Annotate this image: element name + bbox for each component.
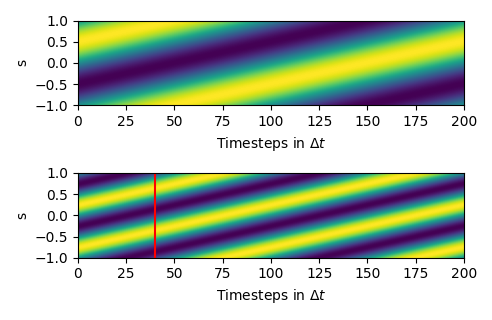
Y-axis label: s: s [15,59,29,67]
X-axis label: Timesteps in $\Delta t$: Timesteps in $\Delta t$ [215,134,326,153]
Y-axis label: s: s [15,212,29,219]
X-axis label: Timesteps in $\Delta t$: Timesteps in $\Delta t$ [215,287,326,305]
